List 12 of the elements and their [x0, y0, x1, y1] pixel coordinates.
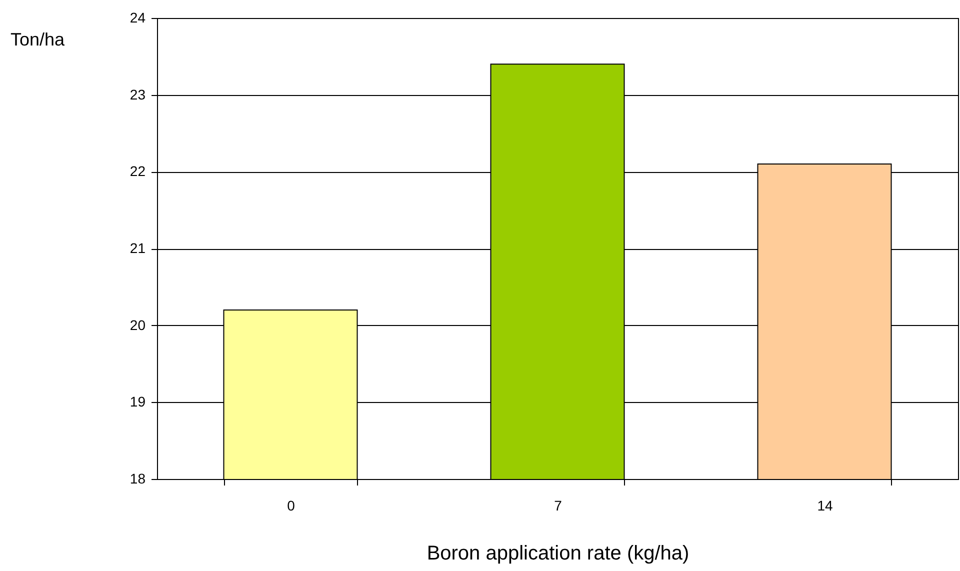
y-axis-title: Ton/ha: [10, 30, 66, 50]
y-tick-label: 21: [130, 240, 146, 256]
y-tick-label: 24: [130, 10, 146, 26]
x-tick-label: 7: [554, 498, 562, 514]
y-tick-label: 22: [130, 163, 146, 180]
y-tick-label: 18: [130, 470, 146, 486]
y-tick-label: 20: [130, 316, 146, 333]
x-tick-label: 0: [287, 498, 296, 514]
y-tick-label: 23: [130, 86, 146, 102]
x-axis-title: Boron application rate (kg/ha): [426, 542, 690, 564]
x-tick-label: 14: [817, 498, 833, 514]
y-tick-label: 19: [130, 394, 146, 410]
